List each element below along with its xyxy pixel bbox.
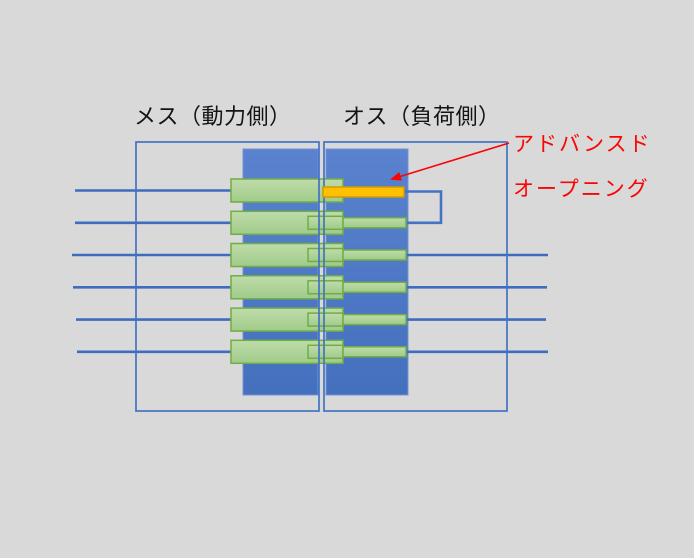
male-pin-base [307, 247, 344, 263]
male-pin-base [307, 215, 344, 231]
female-side-outline-box [135, 141, 320, 412]
annotation-arrow [390, 142, 510, 181]
male-pin-tip [342, 313, 407, 326]
link-bracket [404, 190, 443, 225]
male-pin-tip [342, 249, 407, 261]
pin-row-5 [230, 307, 407, 332]
pin-row-4 [230, 275, 407, 300]
female-side-label: メス（動力側） [134, 104, 292, 129]
annotation-line1: アドバンスド [513, 133, 652, 156]
pin-row-2 [230, 210, 407, 236]
male-pin-tip [342, 346, 407, 358]
male-side-outline-box [323, 141, 508, 412]
annotation-line2: オープニング [513, 178, 650, 201]
male-pin-base [307, 312, 344, 327]
advanced-opening-pin [322, 186, 405, 198]
male-pin-tip [342, 281, 407, 294]
male-pin-base [307, 344, 344, 360]
male-pin-tip [342, 217, 407, 229]
male-pin-base [307, 280, 344, 295]
pin-row-6 [230, 339, 407, 365]
male-side-label: オス（負荷側） [343, 104, 501, 129]
pin-row-3 [230, 242, 407, 268]
